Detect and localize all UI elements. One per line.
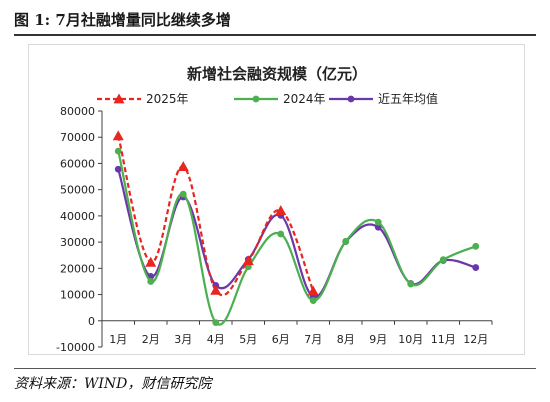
y-tick-label: 0 <box>88 315 95 328</box>
y-tick-label: -10000 <box>56 341 95 354</box>
data-point-circle <box>147 278 155 285</box>
data-point-circle <box>114 147 122 155</box>
data-point-circle <box>472 242 480 250</box>
x-tick-label: 1月 <box>109 333 127 346</box>
x-tick-label: 9月 <box>369 333 387 346</box>
x-tick-label: 2月 <box>142 333 160 346</box>
title-rule <box>14 34 536 36</box>
legend-marker-triangle <box>113 93 125 104</box>
x-tick-label: 3月 <box>174 333 192 346</box>
data-point-circle <box>114 165 122 173</box>
data-point-triangle <box>242 255 254 266</box>
legend-marker-circle <box>252 95 260 103</box>
x-tick-label: 4月 <box>207 333 225 346</box>
plot-area <box>112 130 480 327</box>
y-tick-label: 40000 <box>60 210 95 223</box>
y-tick-label: 10000 <box>60 289 95 302</box>
data-point-triangle <box>275 205 287 216</box>
x-axis: 1月 2月 3月 4月 5月 6月 7月 8月 9月 10月 11月 12月 <box>101 320 493 346</box>
legend-marker-circle <box>347 95 355 103</box>
data-point-circle <box>277 230 285 238</box>
source-note: 资料来源：WIND，财信研究院 <box>14 376 212 392</box>
data-point-circle <box>179 190 187 198</box>
data-point-circle <box>374 223 382 231</box>
legend-label-1: 2024年 <box>283 92 326 106</box>
data-point-circle <box>439 256 447 264</box>
y-tick-label: 20000 <box>60 262 95 275</box>
data-point-triangle <box>145 256 157 267</box>
data-point-circle <box>472 264 480 271</box>
data-point-triangle <box>177 161 189 171</box>
figure-title: 图 1: 7月社融增量同比继续多增 <box>14 11 231 29</box>
data-point-triangle <box>112 130 124 141</box>
y-axis: -10000 0 10000 20000 30000 40000 50000 60000 700… <box>56 105 103 354</box>
y-tick-label: 70000 <box>60 131 95 144</box>
source-rule <box>14 368 536 369</box>
x-tick-label: 6月 <box>272 333 290 346</box>
data-point-triangle <box>210 284 222 295</box>
x-tick-label: 12月 <box>463 333 488 346</box>
x-tick-label: 11月 <box>431 333 456 346</box>
x-tick-label: 8月 <box>337 333 355 346</box>
data-point-circle <box>374 218 382 226</box>
x-tick-label: 5月 <box>239 333 257 346</box>
data-point-circle <box>407 280 415 288</box>
data-point-circle <box>212 319 220 327</box>
y-tick-label: 50000 <box>60 184 95 197</box>
chart-title: 新增社会融资规模（亿元） <box>187 65 367 83</box>
line-chart: 新增社会融资规模（亿元） 2025年 2024年 近五年均值 -10000 0 1000… <box>56 65 493 354</box>
y-tick-label: 30000 <box>60 236 95 249</box>
legend-label-0: 2025年 <box>146 92 189 106</box>
legend: 2025年 2024年 近五年均值 <box>97 91 438 106</box>
data-point-circle <box>309 297 317 304</box>
x-tick-label: 7月 <box>304 333 322 346</box>
legend-label-2: 近五年均值 <box>378 91 438 106</box>
data-point-triangle <box>307 285 319 296</box>
data-point-circle <box>342 237 350 245</box>
x-tick-label: 10月 <box>398 333 423 346</box>
y-tick-label: 80000 <box>60 105 95 118</box>
y-tick-label: 60000 <box>60 157 95 170</box>
chart-frame: 新增社会融资规模（亿元） 2025年 2024年 近五年均值 -10000 0 1000… <box>28 44 525 355</box>
series-line-1 <box>117 150 477 326</box>
